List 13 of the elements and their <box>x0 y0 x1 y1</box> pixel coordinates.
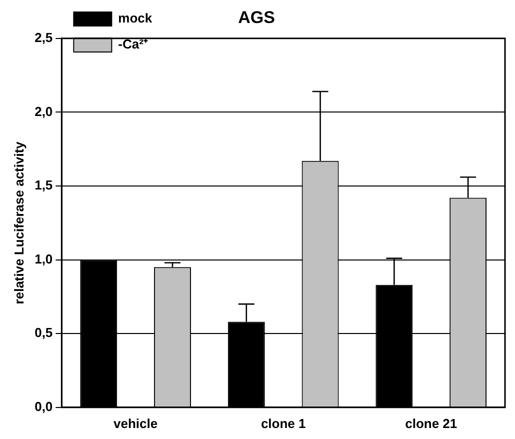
y-tick-label: 0,5 <box>34 325 53 340</box>
y-tick-label: 2,5 <box>34 30 53 45</box>
y-tick-label: 0,0 <box>34 398 53 414</box>
legend-label: -Ca²⁺ <box>118 36 148 52</box>
legend-label: mock <box>118 10 153 26</box>
y-axis-title: relative Luciferase activity <box>11 140 26 304</box>
y-tick-label: 2,0 <box>34 104 53 119</box>
y-tick-label: 1,5 <box>34 178 53 193</box>
chart-title: AGS <box>238 8 275 27</box>
x-tick-label: vehicle <box>114 416 158 431</box>
x-tick-label: clone 21 <box>405 416 458 431</box>
y-tick-label: 1,0 <box>34 251 53 266</box>
x-tick-label: clone 1 <box>260 416 306 431</box>
